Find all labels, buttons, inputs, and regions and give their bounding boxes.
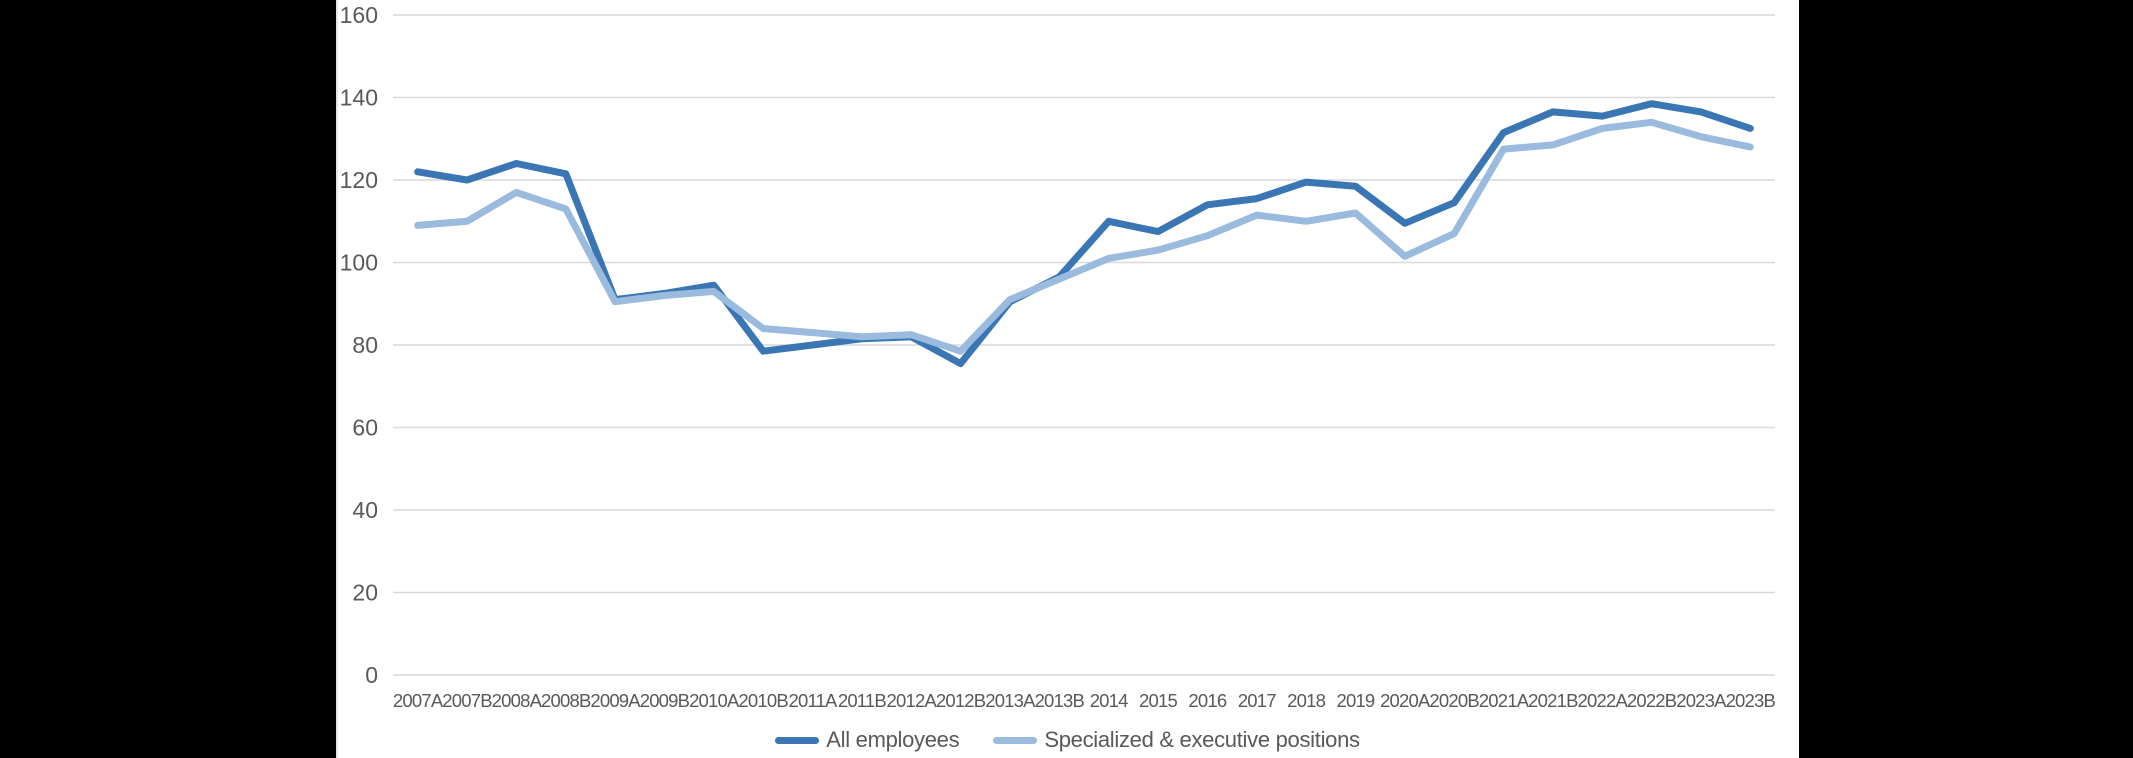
y-axis-tick-label: 60 <box>352 415 378 441</box>
x-axis-tick-label: 2012A <box>887 690 938 711</box>
x-axis-tick-label: 2012B <box>936 690 986 711</box>
y-axis-tick-label: 40 <box>352 497 378 523</box>
x-axis-tick-label: 2020B <box>1429 690 1479 711</box>
x-axis-tick-label: 2018 <box>1287 690 1325 711</box>
legend-line-swatch-icon <box>993 736 1038 744</box>
x-axis-tick-label: 2022B <box>1627 690 1677 711</box>
y-axis-tick-label: 0 <box>365 662 378 688</box>
x-axis-tick-label: 2013B <box>1035 690 1085 711</box>
x-axis-tick-label: 2015 <box>1139 690 1177 711</box>
x-axis-tick-label: 2010A <box>689 690 740 711</box>
x-axis-tick-label: 2011B <box>838 690 887 711</box>
x-axis-tick-label: 2023B <box>1726 690 1776 711</box>
legend-label: Specialized & executive positions <box>1044 727 1360 752</box>
x-axis-tick-label: 2020A <box>1380 690 1431 711</box>
chart-legend: All employees Specialized & executive pos… <box>336 727 1799 753</box>
x-axis-tick-label: 2010B <box>738 690 788 711</box>
x-axis-tick-label: 2021A <box>1479 690 1530 711</box>
x-axis-tick-label: 2023A <box>1676 690 1727 711</box>
x-axis-tick-label: 2019 <box>1336 690 1374 711</box>
x-axis-tick-label: 2021B <box>1528 690 1578 711</box>
x-axis-tick-label: 2022A <box>1578 690 1629 711</box>
x-axis-tick-label: 2009A <box>590 690 641 711</box>
x-axis-tick-label: 2007A <box>393 690 444 711</box>
legend-item-all-employees: All employees <box>775 727 960 753</box>
x-axis-tick-label: 2009B <box>640 690 690 711</box>
legend-line-swatch-icon <box>775 736 820 744</box>
x-axis-tick-label: 2013A <box>985 690 1036 711</box>
y-axis-tick-label: 120 <box>340 167 378 193</box>
x-axis-tick-label: 2016 <box>1188 690 1226 711</box>
y-axis-tick-label: 80 <box>352 332 378 358</box>
x-axis-tick-label: 2007B <box>442 690 492 711</box>
series-line-specialized-executive-positions <box>414 118 1754 355</box>
x-axis-tick-label: 2017 <box>1238 690 1276 711</box>
y-axis-tick-label: 160 <box>340 2 378 28</box>
y-axis-tick-label: 20 <box>352 580 378 606</box>
chart-panel: 0 20 40 60 80 100 120 140 160 2007A 2007B 2008A 2008… <box>336 0 1799 758</box>
legend-item-specialized-executive-positions: Specialized & executive positions <box>993 727 1360 753</box>
x-axis-tick-label: 2008A <box>492 690 543 711</box>
y-axis-tick-label: 100 <box>340 250 378 276</box>
x-axis-tick-label: 2008B <box>541 690 591 711</box>
x-axis-tick-label: 2014 <box>1090 690 1128 711</box>
x-axis-tick-label: 2011A <box>788 690 838 711</box>
line-chart: 0 20 40 60 80 100 120 140 160 2007A 2007B 2008A 2008… <box>340 2 1777 711</box>
legend-label: All employees <box>826 727 960 752</box>
y-axis-tick-label: 140 <box>340 85 378 111</box>
